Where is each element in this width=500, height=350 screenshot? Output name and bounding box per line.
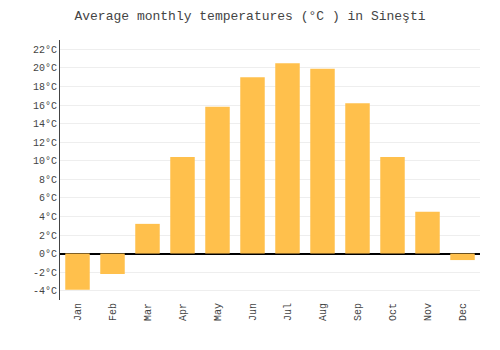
svg-text:Sep: Sep bbox=[353, 303, 364, 321]
svg-text:-4°C: -4°C bbox=[33, 286, 57, 297]
svg-text:6°C: 6°C bbox=[39, 193, 57, 204]
svg-text:Oct: Oct bbox=[388, 303, 399, 321]
svg-text:Jun: Jun bbox=[248, 303, 259, 321]
svg-text:Apr: Apr bbox=[178, 303, 189, 321]
svg-text:Aug: Aug bbox=[318, 303, 329, 321]
svg-text:2°C: 2°C bbox=[39, 231, 57, 242]
svg-text:4°C: 4°C bbox=[39, 212, 57, 223]
svg-text:Mar: Mar bbox=[143, 303, 154, 321]
svg-text:12°C: 12°C bbox=[33, 138, 57, 149]
svg-text:Dec: Dec bbox=[458, 303, 469, 321]
svg-text:18°C: 18°C bbox=[33, 82, 57, 93]
svg-text:Nov: Nov bbox=[423, 303, 434, 321]
svg-text:10°C: 10°C bbox=[33, 156, 57, 167]
svg-text:Feb: Feb bbox=[108, 303, 119, 321]
svg-text:14°C: 14°C bbox=[33, 119, 57, 130]
svg-text:8°C: 8°C bbox=[39, 175, 57, 186]
svg-text:Average monthly temperatures (: Average monthly temperatures (°C ) in Si… bbox=[74, 9, 425, 24]
svg-text:Jan: Jan bbox=[73, 303, 84, 321]
svg-text:22°C: 22°C bbox=[33, 45, 57, 56]
svg-text:May: May bbox=[213, 303, 224, 321]
svg-text:20°C: 20°C bbox=[33, 63, 57, 74]
svg-text:-2°C: -2°C bbox=[33, 268, 57, 279]
svg-text:16°C: 16°C bbox=[33, 101, 57, 112]
svg-text:0°C: 0°C bbox=[39, 249, 57, 260]
svg-text:Jul: Jul bbox=[283, 303, 294, 321]
